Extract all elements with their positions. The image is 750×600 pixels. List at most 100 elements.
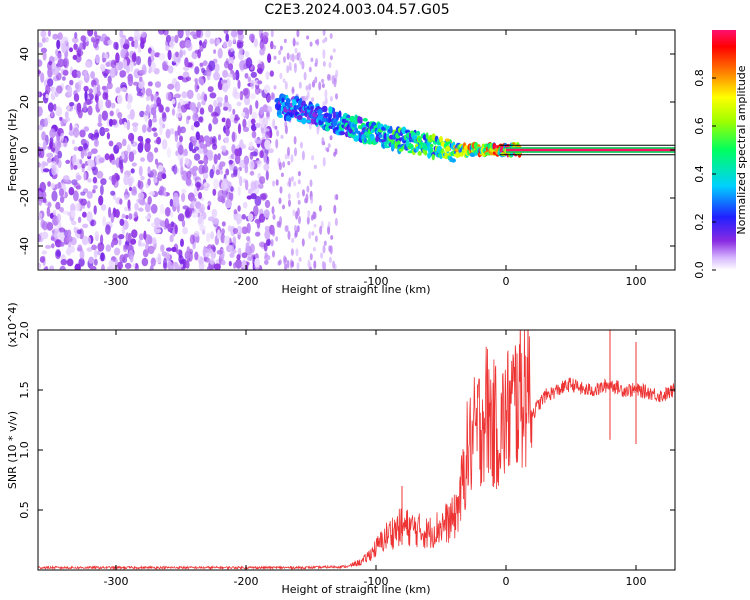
spectrogram-cell <box>237 123 242 135</box>
spectrogram-cell <box>154 228 162 233</box>
spectrogram-cell <box>92 176 98 184</box>
spectrogram-cell <box>223 30 229 34</box>
spectrogram-cell <box>257 63 263 70</box>
spectrogram-cell <box>45 244 52 249</box>
spectrogram-cell <box>266 238 271 247</box>
spectrogram-cell <box>322 61 326 67</box>
spectrogram-cell <box>83 85 89 92</box>
spectrogram-cell <box>219 169 223 175</box>
spectrogram-cell <box>209 38 215 45</box>
spectrogram-cell <box>280 172 284 177</box>
spectrogram-cell <box>49 265 55 270</box>
spectrogram-cell <box>63 118 68 124</box>
spectrogram-cell <box>235 154 241 165</box>
spectrogram-cell <box>177 30 184 39</box>
spectrogram-cell <box>223 41 227 48</box>
spectrogram-cell <box>174 81 181 92</box>
spectrogram-cell <box>203 135 211 142</box>
spectrogram-cell <box>92 189 96 194</box>
spectrogram-cell <box>282 78 286 83</box>
spectrogram-cell <box>306 216 310 225</box>
spectrogram-cell <box>332 48 336 53</box>
snr-xlabel: Height of straight line (km) <box>281 583 430 596</box>
spectrogram-cell <box>329 135 333 141</box>
spectrogram-cell <box>62 175 70 183</box>
spectrogram-cell <box>431 153 435 161</box>
spectrogram-cell <box>50 236 55 241</box>
spectrogram-cell <box>312 79 316 88</box>
spectrogram-cell <box>291 238 295 243</box>
spectrogram-cell <box>246 195 252 200</box>
spectrogram-cell <box>255 122 261 128</box>
spectrogram-cell <box>291 88 295 93</box>
spectrogram-cell <box>86 200 91 209</box>
spectrogram-cell <box>97 122 103 127</box>
spectrogram-cell <box>62 210 69 215</box>
spectrogram-cell <box>328 256 332 264</box>
spectrogram-cell <box>215 169 221 176</box>
spectrogram-cell <box>158 52 166 61</box>
spectrogram-cell <box>101 85 107 91</box>
spectrogram-cell <box>104 53 109 60</box>
spectrogram-cell <box>265 71 270 80</box>
spectrogram-cell <box>293 181 297 187</box>
spectrogram-cell <box>211 208 218 218</box>
spectrogram-cell <box>100 184 104 196</box>
spectrogram-cell <box>293 64 297 74</box>
spectrogram-cell <box>170 221 175 228</box>
spectrogram-cell <box>115 61 120 72</box>
spectrogram-cell <box>318 205 322 212</box>
spectrogram-cell <box>225 168 230 176</box>
spectrogram-cell <box>279 72 283 80</box>
spectrogram-cell <box>235 69 240 81</box>
spectrogram-cell <box>150 203 158 214</box>
spectrogram-cell <box>216 96 223 103</box>
spectrogram-cell <box>197 192 203 200</box>
spectrogram-cell <box>38 124 44 131</box>
spectrogram-cell <box>87 159 93 166</box>
spectrogram-cell <box>126 119 131 131</box>
spectrogram-cell <box>174 34 179 44</box>
spectrogram-cell <box>69 79 74 86</box>
spectrogram-cell <box>150 257 156 267</box>
spectrogram-cell <box>213 153 218 165</box>
spectrogram-cell <box>75 202 81 212</box>
spectrogram-cell <box>55 250 61 257</box>
spectrogram-cell <box>324 37 328 42</box>
spectrogram-cell <box>324 89 328 99</box>
spectrogram-cell <box>224 136 230 144</box>
spectrogram-cell <box>42 168 50 173</box>
spectrogram-cell <box>76 49 84 57</box>
spectrogram-cell <box>264 199 271 209</box>
spectrogram-cell <box>254 86 261 95</box>
spectrogram-cell <box>348 128 353 134</box>
spectrogram-cell <box>123 244 129 250</box>
spectrogram-cell <box>207 205 211 210</box>
spectrogram-cell <box>196 93 201 101</box>
spectrogram-cell <box>197 101 201 109</box>
spectrogram-cell <box>173 164 178 175</box>
spectrogram-cell <box>72 73 78 78</box>
spectrogram-cell <box>57 32 63 40</box>
spectrogram-cell <box>128 213 133 220</box>
spectrogram-cell <box>258 183 264 189</box>
spectrogram-cell <box>98 99 104 111</box>
spectrogram-cell <box>278 259 282 265</box>
spectrogram-cell <box>42 197 47 204</box>
spectrogram-cell <box>307 259 311 269</box>
spectrogram-cell <box>244 163 249 174</box>
spectrogram-cell <box>64 111 69 119</box>
spectrogram-cell <box>139 110 145 118</box>
spectrogram-cell <box>276 129 280 137</box>
spectrogram-cell <box>77 244 83 252</box>
spectrogram-cell <box>51 243 55 249</box>
spectrogram-cell <box>235 213 243 224</box>
spectrogram-cell <box>38 142 41 148</box>
spectrogram-cell <box>313 211 317 220</box>
spectrogram-cell <box>83 126 90 132</box>
spectrogram-cell <box>222 83 229 93</box>
spectrogram-cell <box>272 214 276 220</box>
spectrogram-cell <box>321 78 325 84</box>
spectrogram-cell <box>270 92 274 101</box>
spectrogram-cell <box>133 81 139 86</box>
